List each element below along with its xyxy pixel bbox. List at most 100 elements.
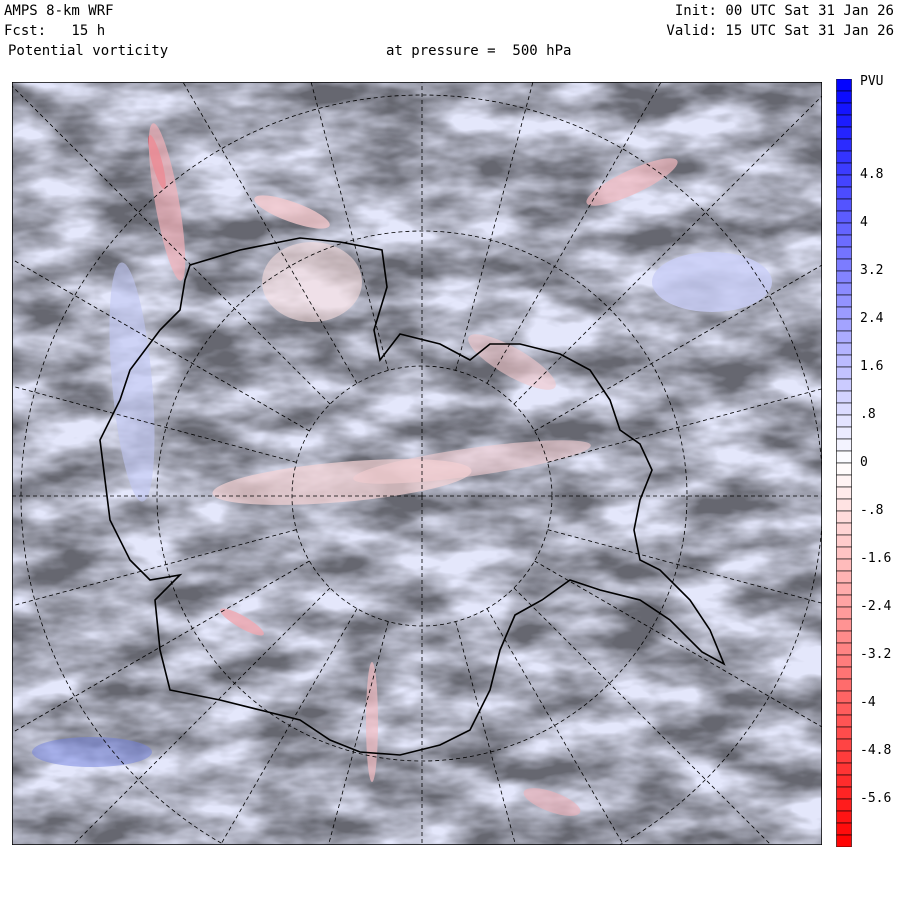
meridian-line bbox=[486, 608, 624, 845]
colorbar-bin bbox=[836, 462, 852, 476]
colorbar-bin bbox=[836, 750, 852, 764]
meridian-line bbox=[455, 621, 516, 845]
colorbar-bin bbox=[836, 79, 852, 92]
colorbar-bin bbox=[836, 702, 852, 716]
colorbar-bin bbox=[836, 378, 852, 392]
pv-anomaly bbox=[366, 662, 378, 782]
colorbar-bin bbox=[836, 258, 852, 272]
colorbar-bin bbox=[836, 630, 852, 644]
colorbar-bin bbox=[836, 438, 852, 452]
colorbar-label: 2.4 bbox=[860, 311, 884, 326]
pressure-level: at pressure = 500 hPa bbox=[386, 43, 572, 59]
colorbar-bin bbox=[836, 102, 852, 116]
pv-anomaly bbox=[32, 737, 152, 767]
meridian-line bbox=[310, 82, 389, 371]
meridian-line bbox=[182, 82, 358, 384]
colorbar-label: -3.2 bbox=[860, 647, 892, 662]
colorbar-bin bbox=[836, 726, 852, 740]
colorbar-label: -4 bbox=[860, 695, 876, 710]
colorbar-bin bbox=[836, 690, 852, 704]
antarctica-coastline bbox=[99, 237, 726, 756]
colorbar-bin bbox=[836, 330, 852, 344]
colorbar-bin bbox=[836, 522, 852, 536]
colorbar-bin bbox=[836, 150, 852, 164]
meridian-line bbox=[513, 587, 772, 845]
colorbar-bin bbox=[836, 294, 852, 308]
colorbar-bin bbox=[836, 774, 852, 788]
colorbar-bin bbox=[836, 486, 852, 500]
colorbar-bin bbox=[836, 534, 852, 548]
colorbar-bin bbox=[836, 762, 852, 776]
pv-anomaly bbox=[523, 788, 581, 816]
pv-anomaly bbox=[220, 608, 264, 636]
colorbar-bin bbox=[836, 822, 852, 836]
forecast-hour: Fcst: 15 h bbox=[4, 23, 106, 39]
colorbar-bin bbox=[836, 198, 852, 212]
colorbar-bin bbox=[836, 654, 852, 668]
colorbar-bin bbox=[836, 798, 852, 812]
meridian-line bbox=[455, 82, 534, 371]
meridian-line bbox=[12, 529, 297, 607]
colorbar-bin bbox=[836, 402, 852, 416]
colorbar-bin bbox=[836, 306, 852, 320]
colorbar-bin bbox=[836, 834, 852, 847]
meridian-line bbox=[72, 587, 331, 845]
valid-time: Valid: 15 UTC Sat 31 Jan 26 bbox=[666, 23, 894, 39]
colorbar-bin bbox=[836, 234, 852, 248]
colorbar-bin bbox=[836, 786, 852, 800]
colorbar bbox=[836, 79, 852, 847]
meridian-line bbox=[513, 95, 822, 405]
meridian-line bbox=[12, 385, 297, 463]
meridian-line bbox=[12, 85, 331, 405]
pv-anomaly bbox=[148, 123, 186, 281]
colorbar-bin bbox=[836, 642, 852, 656]
meridian-line bbox=[547, 388, 822, 463]
colorbar-bin bbox=[836, 282, 852, 296]
colorbar-label: -4.8 bbox=[860, 743, 892, 758]
colorbar-bin bbox=[836, 246, 852, 260]
colorbar-bin bbox=[836, 162, 852, 176]
meridian-line bbox=[534, 560, 822, 728]
colorbar-bin bbox=[836, 366, 852, 380]
colorbar-bin bbox=[836, 474, 852, 488]
colorbar-bin bbox=[836, 342, 852, 356]
lat-lon-grid bbox=[12, 82, 822, 845]
colorbar-bin bbox=[836, 114, 852, 128]
pv-anomaly bbox=[262, 242, 362, 322]
colorbar-bin bbox=[836, 618, 852, 632]
colorbar-bin bbox=[836, 414, 852, 428]
model-title: AMPS 8-km WRF bbox=[4, 3, 114, 19]
colorbar-unit: PVU bbox=[860, 74, 884, 89]
colorbar-bin bbox=[836, 810, 852, 824]
colorbar-label: -1.6 bbox=[860, 551, 892, 566]
colorbar-bin bbox=[836, 594, 852, 608]
colorbar-bin bbox=[836, 606, 852, 620]
colorbar-bin bbox=[836, 678, 852, 692]
pv-map bbox=[12, 82, 822, 845]
colorbar-bin bbox=[836, 186, 852, 200]
colorbar-bin bbox=[836, 558, 852, 572]
meridian-line bbox=[534, 264, 822, 432]
colorbar-bin bbox=[836, 126, 852, 140]
colorbar-bin bbox=[836, 570, 852, 584]
colorbar-label: 4.8 bbox=[860, 167, 884, 182]
meridian-line bbox=[12, 560, 310, 734]
colorbar-bin bbox=[836, 546, 852, 560]
colorbar-bin bbox=[836, 174, 852, 188]
latitude-circle bbox=[156, 230, 688, 762]
colorbar-label: -5.6 bbox=[860, 791, 892, 806]
colorbar-bin bbox=[836, 90, 852, 104]
colorbar-bin bbox=[836, 138, 852, 152]
colorbar-label: 4 bbox=[860, 215, 868, 230]
meridian-line bbox=[486, 82, 662, 384]
colorbar-bin bbox=[836, 714, 852, 728]
colorbar-bin bbox=[836, 582, 852, 596]
colorbar-bin bbox=[836, 666, 852, 680]
meridian-line bbox=[328, 621, 389, 845]
colorbar-bin bbox=[836, 498, 852, 512]
colorbar-bin bbox=[836, 426, 852, 440]
colorbar-label: -2.4 bbox=[860, 599, 892, 614]
colorbar-bin bbox=[836, 210, 852, 224]
colorbar-bin bbox=[836, 738, 852, 752]
pv-anomaly bbox=[254, 195, 330, 229]
